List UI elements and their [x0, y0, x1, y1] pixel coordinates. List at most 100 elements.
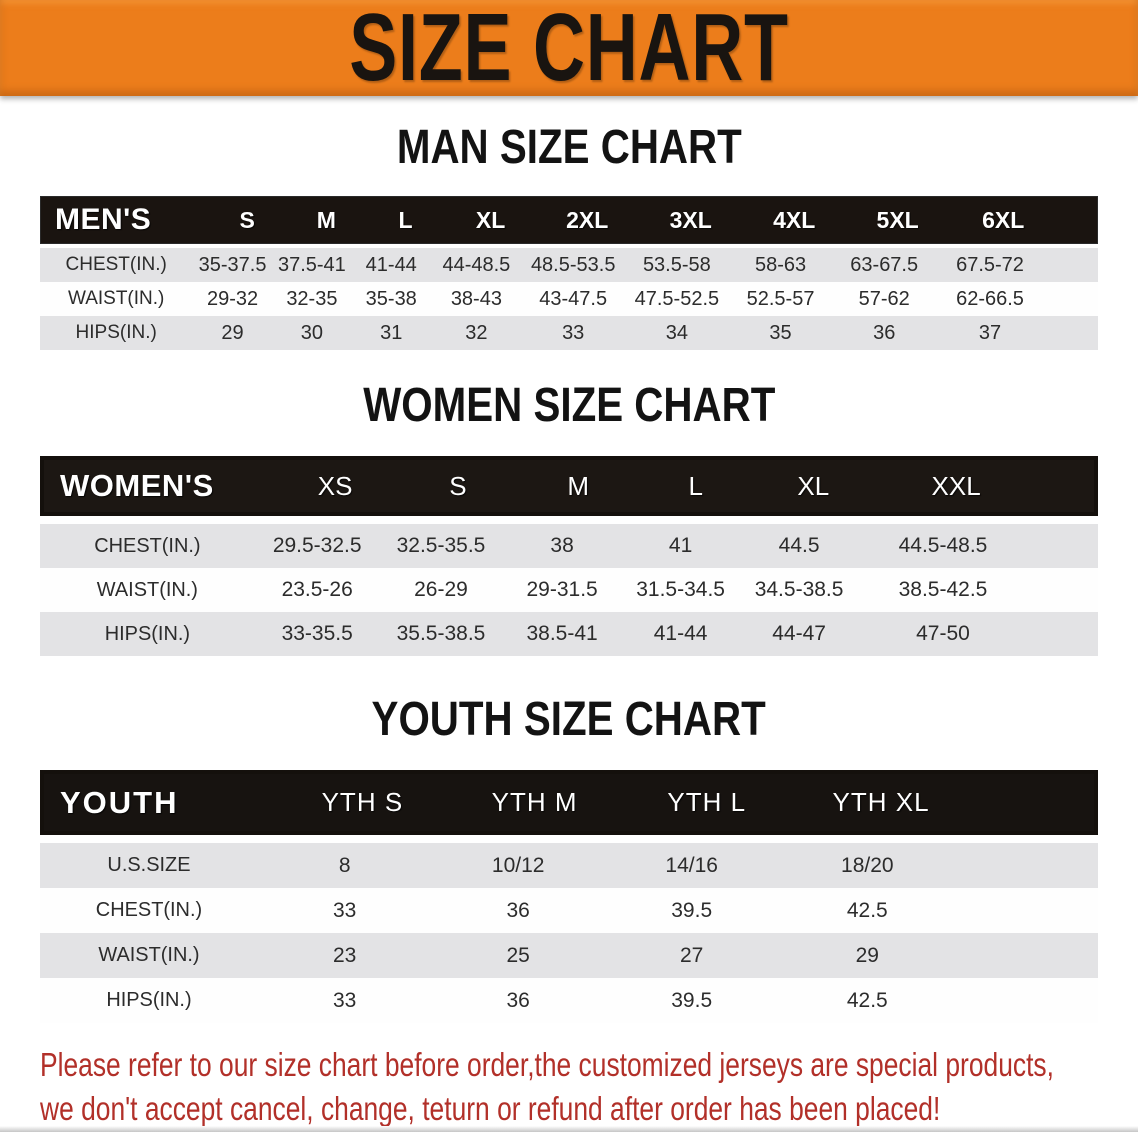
youth-header-gap	[40, 835, 1098, 843]
cell-value: 63-67.5	[850, 253, 919, 276]
men-col-s: S	[239, 206, 255, 233]
row-label: U.S.SIZE	[107, 854, 191, 876]
cell-value: 44-47	[772, 622, 826, 645]
row-spacer	[956, 933, 1098, 978]
cell-value: 38-43	[450, 287, 502, 310]
cell-value: 33	[333, 898, 357, 922]
men-hips-row: HIPS(IN.) 29 30 31 32 33 34 35 36 37	[40, 316, 1098, 350]
row-label: CHEST(IN.)	[94, 534, 201, 557]
cell-value: 26-29	[414, 578, 468, 601]
cell-value: 31	[380, 321, 403, 344]
men-header-gap	[40, 244, 1098, 248]
youth-header-spacer	[969, 774, 1094, 831]
row-label: HIPS(IN.)	[104, 622, 191, 645]
cell-value: 32	[465, 321, 488, 344]
row-spacer	[956, 978, 1098, 1023]
youth-hips-row: HIPS(IN.) 33 36 39.5 42.5	[40, 978, 1098, 1023]
cell-value: 48.5-53.5	[530, 253, 616, 276]
cell-value: 8	[338, 853, 351, 877]
cell-value: 27	[680, 943, 704, 967]
cell-value: 35.5-38.5	[396, 622, 486, 645]
men-col-xl: XL	[475, 206, 506, 233]
cell-value: 23	[333, 943, 357, 967]
cell-value: 14/16	[665, 853, 718, 877]
men-col-6xl: 6XL	[982, 206, 1025, 233]
youth-col-m: YTH M	[491, 787, 578, 817]
cell-value: 25	[506, 943, 530, 967]
cell-value: 35	[769, 321, 792, 344]
cell-value: 36	[506, 898, 530, 922]
women-chest-row: CHEST(IN.) 29.5-32.5 32.5-35.5 38 41 44.…	[40, 524, 1098, 568]
cell-value: 47.5-52.5	[634, 287, 720, 310]
cell-value: 30	[300, 321, 324, 344]
women-table-header-row: WOMEN'S XS S M L XL XXL	[40, 456, 1098, 516]
men-col-4xl: 4XL	[773, 206, 816, 233]
youth-size-table: YOUTH YTH S YTH M YTH L YTH XL U.S.SIZE …	[40, 770, 1098, 1023]
men-col-3xl: 3XL	[669, 206, 712, 233]
youth-col-s: YTH S	[321, 787, 404, 817]
cell-value: 41	[668, 534, 693, 557]
women-header-gap	[40, 516, 1098, 524]
men-col-2xl: 2XL	[566, 206, 609, 233]
women-size-table: WOMEN'S XS S M L XL XXL CHEST(IN.) 29.5-…	[40, 456, 1098, 656]
cell-value: 52.5-57	[746, 287, 815, 310]
cell-value: 38.5-42.5	[898, 578, 988, 601]
row-spacer	[1044, 282, 1098, 316]
cell-value: 18/20	[841, 853, 894, 877]
youth-waist-row: WAIST(IN.) 23 25 27 29	[40, 933, 1098, 978]
men-col-5xl: 5XL	[876, 206, 919, 233]
cell-value: 32.5-35.5	[396, 534, 486, 557]
cell-value: 44.5-48.5	[898, 534, 988, 557]
youth-table-header-row: YOUTH YTH S YTH M YTH L YTH XL	[40, 770, 1098, 835]
cell-value: 44-48.5	[442, 253, 511, 276]
cell-value: 37	[978, 321, 1002, 344]
cell-value: 34	[665, 321, 688, 344]
cell-value: 58-63	[754, 253, 807, 276]
row-spacer	[1044, 316, 1098, 350]
cell-value: 42.5	[846, 988, 888, 1012]
men-col-l: L	[398, 206, 413, 233]
cell-value: 37.5-41	[277, 253, 346, 276]
cell-value: 33	[562, 321, 585, 344]
row-label: WAIST(IN.)	[98, 944, 200, 966]
disclaimer-line-2: we don't accept cancel, change, teturn o…	[40, 1090, 941, 1127]
cell-value: 29	[221, 321, 244, 344]
cell-value: 62-66.5	[956, 287, 1024, 310]
disclaimer-line-1: Please refer to our size chart before or…	[40, 1046, 1054, 1083]
men-table-header-row: MEN'S S M L XL 2XL 3XL 4XL 5XL 6XL	[40, 196, 1098, 244]
cell-value: 32-35	[286, 287, 338, 310]
cell-value: 29-32	[206, 287, 259, 310]
cell-value: 53.5-58	[642, 253, 711, 276]
banner-title: SIZE CHART	[349, 0, 789, 101]
cell-value: 38	[550, 534, 574, 557]
cell-value: 10/12	[491, 853, 545, 877]
youth-heading-text: YOUTH SIZE CHART	[371, 693, 767, 746]
cell-value: 39.5	[671, 898, 713, 922]
cell-value: 44.5	[778, 534, 820, 557]
cell-value: 39.5	[671, 988, 713, 1012]
men-heading-text: MAN SIZE CHART	[396, 121, 742, 174]
women-col-l: L	[688, 470, 703, 501]
cell-value: 29-31.5	[526, 578, 598, 601]
cell-value: 38.5-41	[526, 622, 598, 645]
men-table-title: MEN'S	[55, 203, 152, 236]
cell-value: 36	[506, 988, 530, 1012]
row-spacer	[956, 843, 1098, 888]
women-waist-row: WAIST(IN.) 23.5-26 26-29 29-31.5 31.5-34…	[40, 568, 1098, 612]
women-col-m: M	[567, 470, 589, 501]
cell-value: 57-62	[858, 287, 910, 310]
women-col-xs: XS	[317, 470, 353, 501]
row-label: CHEST(IN.)	[95, 899, 203, 921]
cell-value: 34.5-38.5	[754, 578, 844, 601]
cell-value: 33	[333, 988, 357, 1012]
cell-value: 47-50	[916, 622, 970, 645]
men-section-heading: MAN SIZE CHART	[0, 124, 1138, 172]
row-spacer	[956, 888, 1098, 933]
men-col-m: M	[316, 206, 336, 233]
women-heading-text: WOMEN SIZE CHART	[362, 379, 776, 432]
row-label: WAIST(IN.)	[96, 578, 198, 601]
size-chart-banner: SIZE CHART	[0, 0, 1138, 96]
men-header-spacer	[1057, 197, 1097, 243]
cell-value: 42.5	[846, 898, 888, 922]
row-label: WAIST(IN.)	[67, 288, 165, 309]
